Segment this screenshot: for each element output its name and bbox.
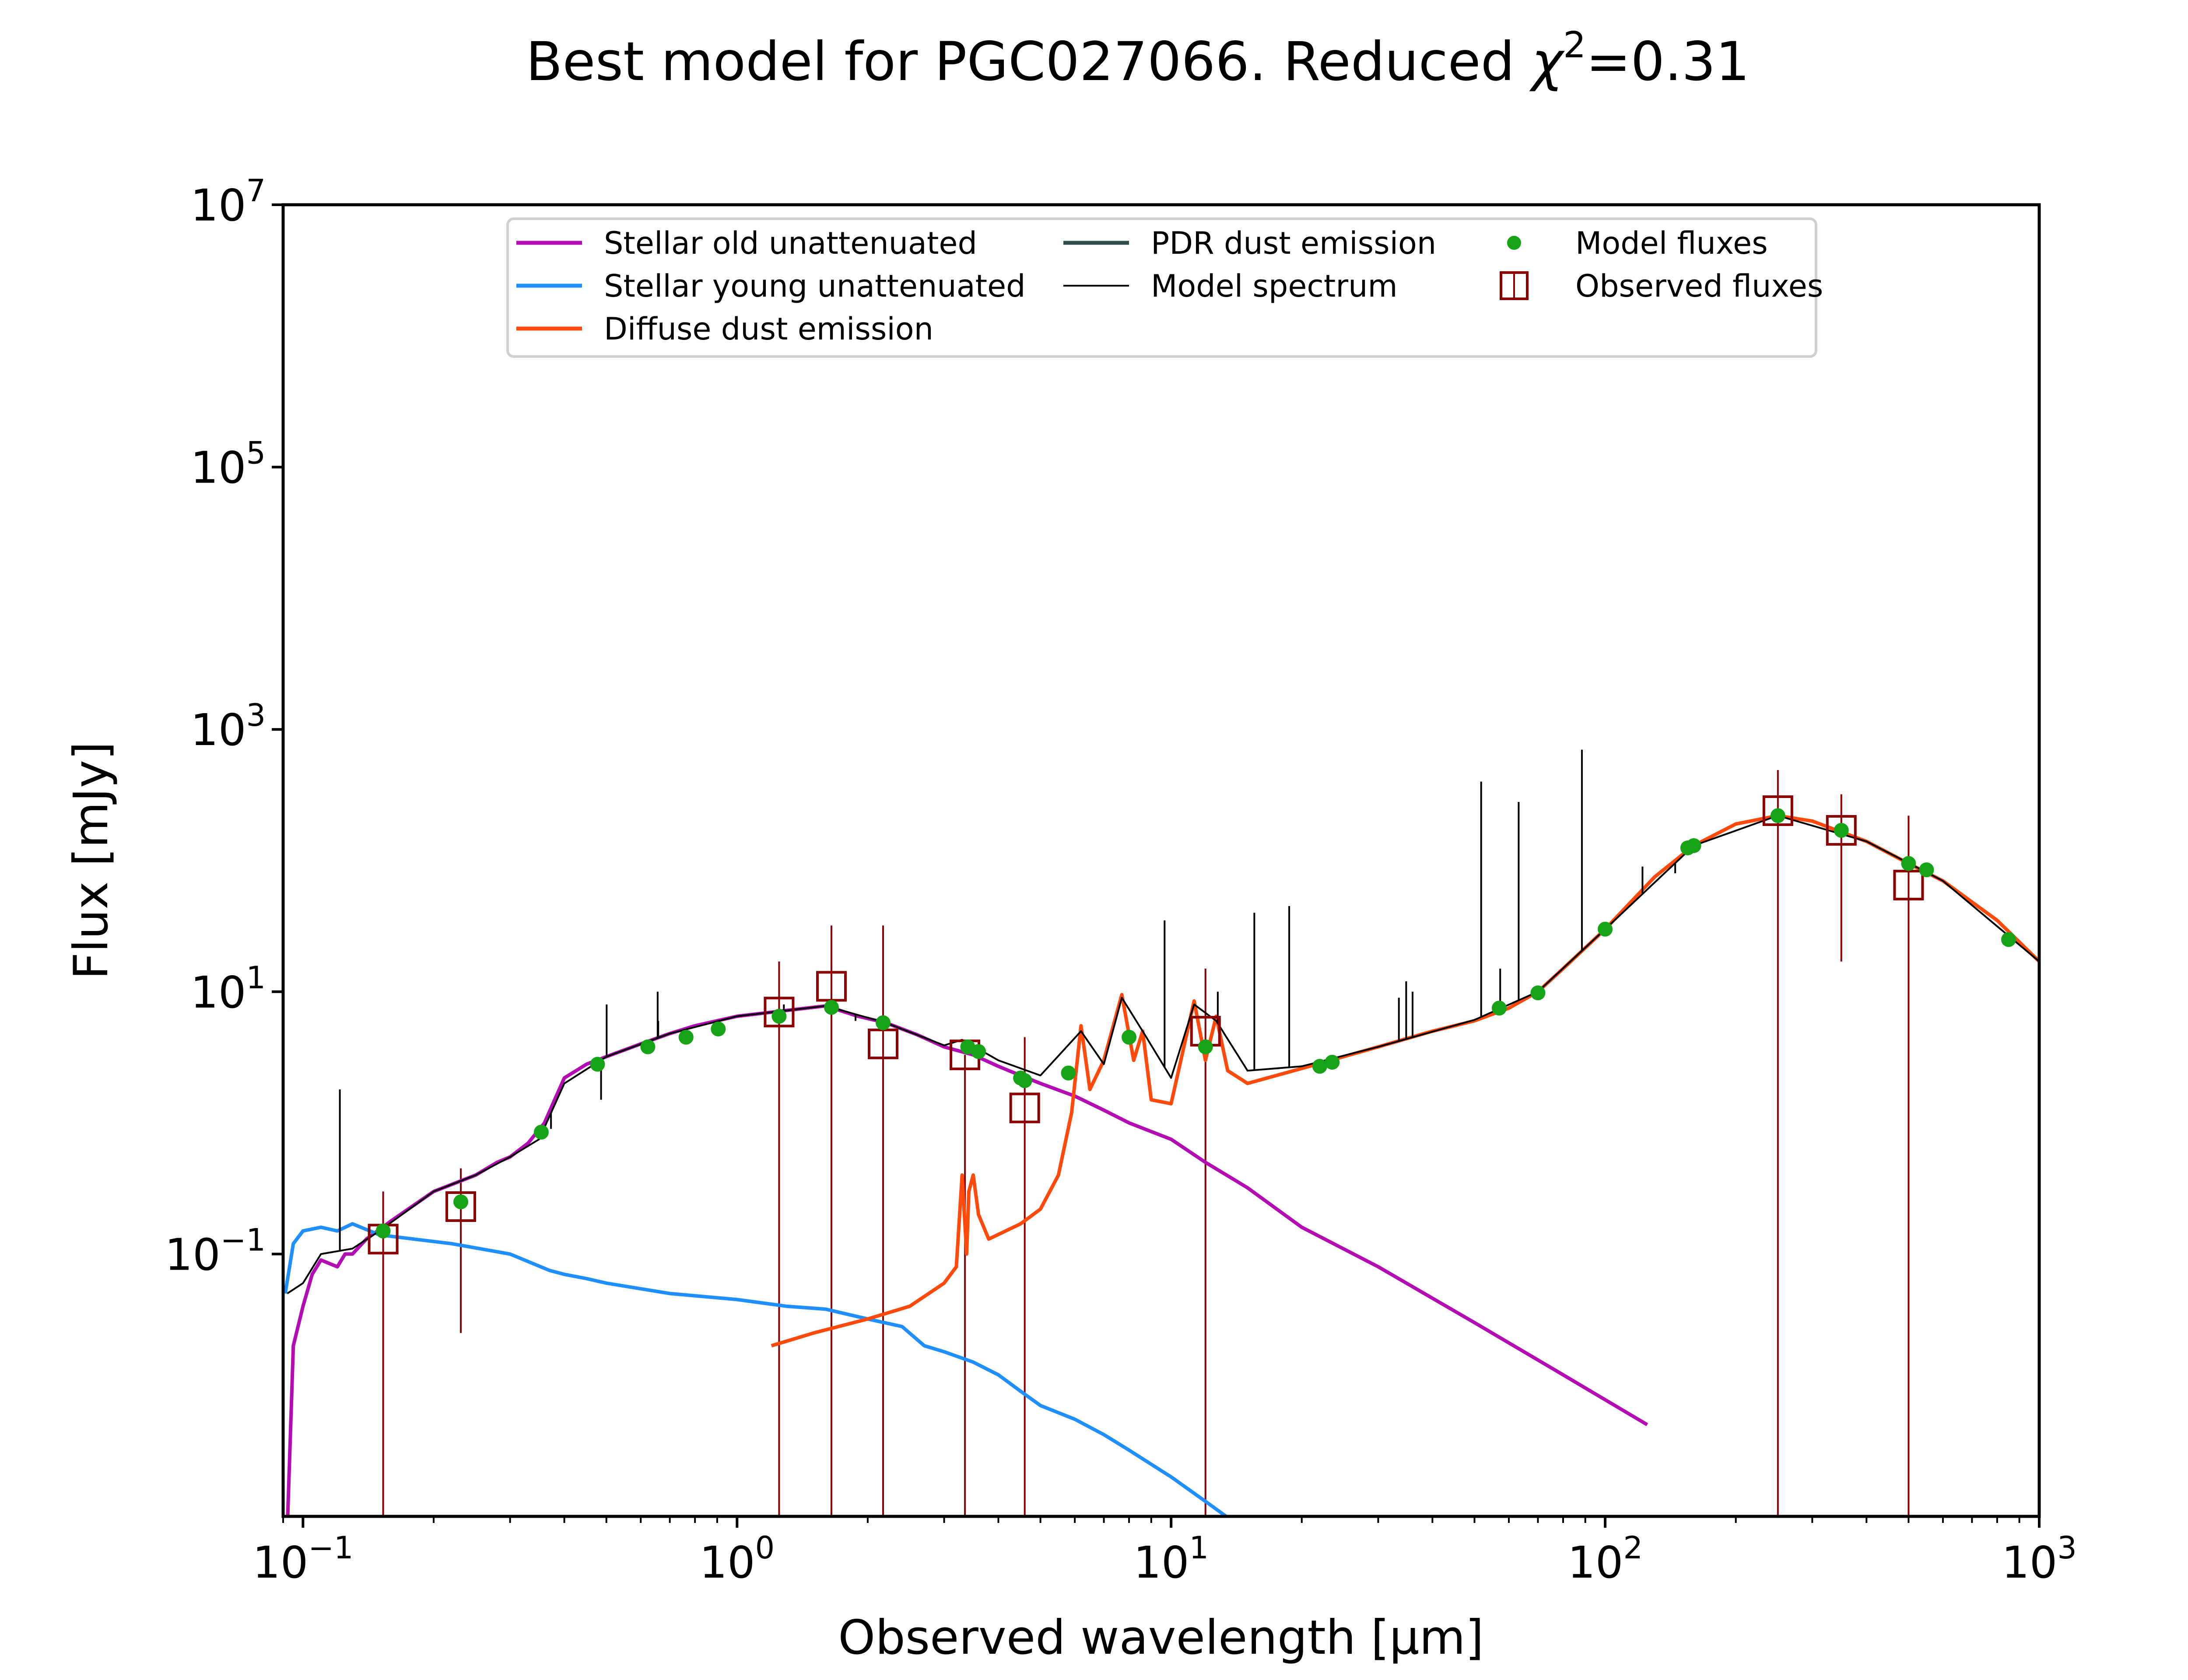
model-flux-6 — [711, 1021, 726, 1036]
model-flux-23 — [1686, 838, 1701, 853]
title-main: Best model for PGC027066. Reduced — [526, 31, 1532, 93]
model-flux-4 — [640, 1039, 656, 1054]
model-flux-16 — [1198, 1039, 1213, 1054]
legend: Stellar old unattenuated Stellar young un… — [506, 217, 1823, 358]
model-flux-2 — [533, 1124, 549, 1140]
x-tick-label-2: 101 — [1133, 1530, 1209, 1588]
legend-label-5: Model fluxes — [1575, 225, 1768, 261]
chart-title: Best model for PGC027066. Reduced χ2=0.3… — [526, 24, 1750, 93]
title-exp: 2 — [1563, 24, 1586, 66]
diffuse-dust-line — [771, 814, 2039, 1348]
model-flux-28 — [2001, 932, 2016, 947]
model-flux-14 — [1061, 1065, 1076, 1081]
model-flux-0 — [375, 1223, 391, 1239]
y-axis-label: Flux [mJy] — [64, 742, 119, 980]
plot-area-frame — [281, 203, 2041, 1518]
observed-flux-8 — [1762, 795, 1793, 826]
legend-item-6: Observed fluxes — [1500, 268, 1823, 304]
model-flux-20 — [1530, 985, 1546, 1001]
legend-label-6: Observed fluxes — [1575, 268, 1823, 304]
title-chi: χ — [1529, 31, 1565, 93]
x-tick-label-1: 100 — [699, 1530, 775, 1588]
model-flux-21 — [1598, 921, 1613, 937]
x-tick-label-3: 102 — [1567, 1530, 1643, 1588]
model-flux-8 — [824, 1000, 839, 1015]
model-flux-13 — [1017, 1073, 1032, 1088]
title-value: =0.31 — [1586, 31, 1750, 93]
legend-label-0: Stellar old unattenuated — [604, 225, 977, 261]
model-flux-15 — [1122, 1029, 1137, 1045]
legend-item-0: Stellar old unattenuated — [516, 225, 977, 261]
legend-label-2: Diffuse dust emission — [604, 311, 933, 347]
legend-label-1: Stellar young unattenuated — [604, 268, 1026, 304]
legend-label-3: PDR dust emission — [1151, 225, 1436, 261]
observed-flux-6 — [1009, 1092, 1040, 1124]
legend-box — [506, 217, 1817, 358]
x-tick-label-0: 10−1 — [252, 1530, 353, 1588]
legend-item-3: PDR dust emission — [1063, 225, 1436, 261]
legend-swatch — [1507, 236, 1521, 250]
x-axis-label: Observed wavelength [μm] — [838, 1610, 1484, 1665]
data-layer — [283, 749, 2039, 1516]
model-flux-5 — [678, 1029, 694, 1045]
model-flux-7 — [771, 1008, 787, 1024]
legend-label-4: Model spectrum — [1151, 268, 1398, 304]
model-flux-24 — [1770, 808, 1785, 823]
model-flux-11 — [971, 1044, 986, 1059]
stellar-young-line — [283, 1222, 1229, 1516]
model-flux-27 — [1919, 862, 1934, 878]
model-flux-18 — [1325, 1054, 1340, 1070]
y-tick-label-2: 103 — [190, 697, 266, 756]
model-flux-1 — [453, 1194, 469, 1210]
axis-ticks: 10−1 100 101 102 103 10−1 101 103 105 107 — [165, 173, 2077, 1588]
x-tick-label-4: 103 — [2002, 1530, 2077, 1588]
observed-flux-2 — [764, 997, 795, 1028]
legend-item-4: Model spectrum — [1063, 268, 1398, 304]
legend-item-5: Model fluxes — [1507, 225, 1768, 261]
y-tick-label-0: 10−1 — [165, 1222, 266, 1280]
model-flux-19 — [1491, 1001, 1507, 1016]
model-flux-17 — [1312, 1059, 1327, 1074]
y-tick-label-4: 107 — [190, 173, 266, 231]
y-tick-label-3: 105 — [190, 435, 266, 494]
legend-item-1: Stellar young unattenuated — [516, 268, 1026, 304]
model-flux-26 — [1901, 856, 1916, 871]
model-flux-25 — [1834, 822, 1849, 838]
observed-flux-9 — [1826, 815, 1857, 846]
stellar-old-line — [286, 1004, 1648, 1516]
model-flux-9 — [876, 1015, 891, 1030]
y-tick-label-1: 101 — [190, 960, 266, 1018]
observed-flux-10 — [1893, 870, 1924, 901]
model-flux-3 — [590, 1057, 605, 1072]
observed-flux-1 — [445, 1191, 477, 1222]
legend-item-2: Diffuse dust emission — [516, 311, 933, 347]
